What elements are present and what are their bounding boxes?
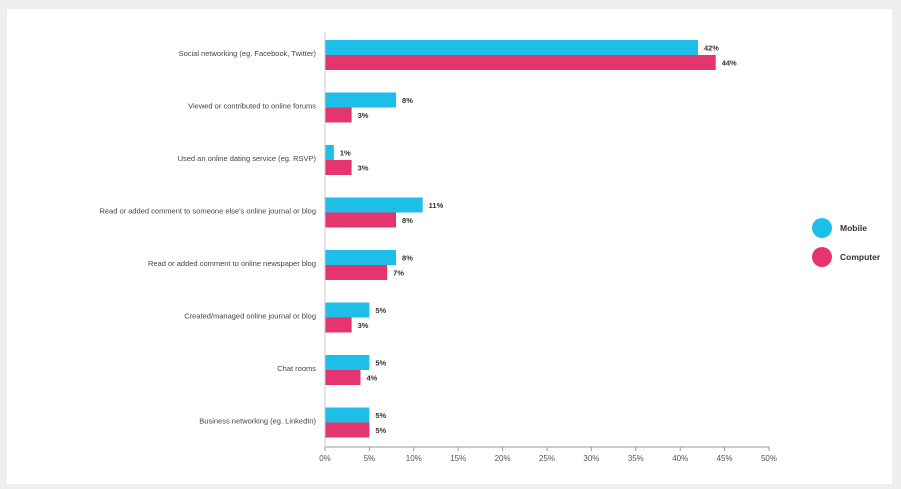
category-label: Viewed or contributed to online forums <box>188 102 316 111</box>
data-label-mobile: 42% <box>704 44 719 53</box>
bar-mobile <box>325 355 370 370</box>
data-label-computer: 3% <box>358 321 369 330</box>
bar-computer <box>325 265 388 280</box>
x-tick-label: 25% <box>539 454 555 463</box>
data-label-mobile: 8% <box>402 96 413 105</box>
category-label: Business networking (eg. LinkedIn) <box>199 417 316 426</box>
legend-marker-computer <box>812 247 832 267</box>
category-label: Created/managed online journal or blog <box>184 312 316 321</box>
category-label: Read or added comment to someone else's … <box>99 207 316 216</box>
bar-computer <box>325 370 361 385</box>
category-label: Read or added comment to online newspape… <box>148 259 316 268</box>
x-tick-label: 30% <box>583 454 599 463</box>
data-label-mobile: 1% <box>340 149 351 158</box>
bar-computer <box>325 55 716 70</box>
data-label-computer: 8% <box>402 216 413 225</box>
bar-mobile <box>325 302 370 318</box>
x-tick-label: 45% <box>717 454 733 463</box>
data-label-computer: 3% <box>358 111 369 120</box>
x-tick-label: 35% <box>628 454 644 463</box>
legend-label-computer: Computer <box>840 252 881 262</box>
x-tick-label: 20% <box>495 454 511 463</box>
data-label-mobile: 8% <box>402 254 413 263</box>
bar-mobile <box>325 92 397 108</box>
bar-computer <box>325 107 352 123</box>
data-label-mobile: 5% <box>375 411 386 420</box>
data-label-mobile: 5% <box>375 359 386 368</box>
bar-mobile <box>325 40 698 55</box>
legend-marker-mobile <box>812 218 832 238</box>
x-tick-label: 15% <box>450 454 466 463</box>
x-tick-label: 40% <box>672 454 688 463</box>
x-tick-label: 10% <box>406 454 422 463</box>
category-label: Used an online dating service (eg. RSVP) <box>178 154 317 163</box>
data-label-computer: 5% <box>375 426 386 435</box>
bar-mobile <box>325 197 423 213</box>
bar-computer <box>325 160 352 175</box>
bar-mobile <box>325 407 370 423</box>
bar-computer <box>325 317 352 333</box>
x-tick-label: 50% <box>761 454 777 463</box>
category-label: Social networking (eg. Facebook, Twitter… <box>179 49 317 58</box>
bar-computer <box>325 422 370 438</box>
bar-mobile <box>325 250 397 265</box>
bar-mobile <box>325 145 334 160</box>
category-label: Chat rooms <box>277 364 316 373</box>
x-tick-label: 5% <box>364 454 376 463</box>
x-tick-label: 0% <box>319 454 331 463</box>
data-label-computer: 3% <box>358 164 369 173</box>
data-label-computer: 4% <box>367 374 378 383</box>
legend-label-mobile: Mobile <box>840 223 867 233</box>
chart-panel <box>7 9 892 484</box>
data-label-computer: 44% <box>722 59 737 68</box>
data-label-mobile: 11% <box>429 201 444 210</box>
bar-computer <box>325 212 397 228</box>
data-label-computer: 7% <box>393 269 404 278</box>
data-label-mobile: 5% <box>375 306 386 315</box>
